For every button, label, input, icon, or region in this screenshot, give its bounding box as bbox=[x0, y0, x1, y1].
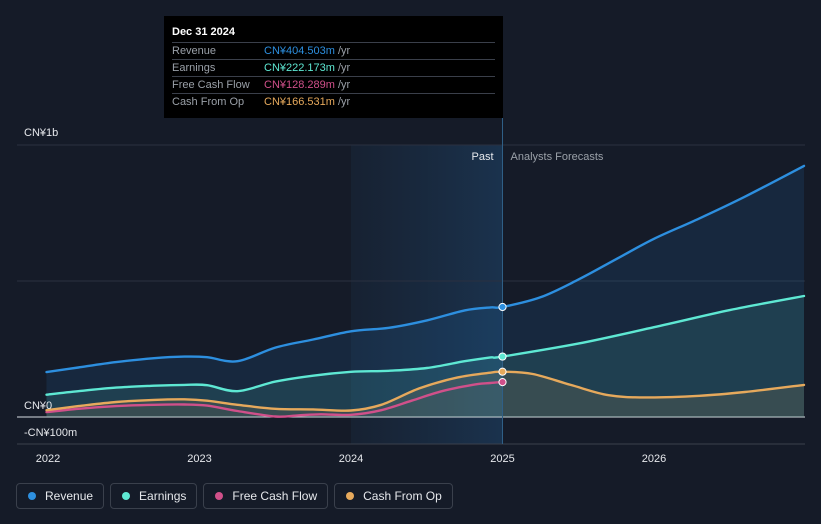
line-earnings bbox=[45, 294, 806, 396]
tooltip-unit: /yr bbox=[337, 96, 351, 108]
y-label-top: CN¥1b bbox=[24, 127, 58, 139]
tooltip-name: Cash From Op bbox=[172, 96, 245, 108]
marker-free-cash-flow[interactable] bbox=[498, 378, 507, 387]
legend-dot-icon bbox=[122, 492, 131, 500]
legend: Revenue Earnings Free Cash Flow Cash Fro… bbox=[16, 483, 453, 509]
legend-label: Revenue bbox=[45, 489, 94, 503]
legend-item-revenue[interactable]: Revenue bbox=[16, 483, 105, 509]
legend-item-earnings[interactable]: Earnings bbox=[110, 483, 198, 509]
area-revenue bbox=[46, 165, 804, 417]
tooltip-unit: /yr bbox=[337, 79, 351, 91]
line-free-cash-flow bbox=[45, 380, 504, 418]
tooltip: Dec 31 2024 Revenue CN¥404.503m /yr Earn… bbox=[164, 16, 503, 118]
y-label-bottom: -CN¥100m bbox=[24, 427, 77, 439]
y-label-zero: CN¥0 bbox=[24, 400, 52, 412]
marker-cash-from-op[interactable] bbox=[498, 367, 507, 376]
tooltip-row-revenue: Revenue CN¥404.503m /yr bbox=[172, 42, 495, 59]
tooltip-value: CN¥404.503m bbox=[264, 45, 335, 57]
legend-item-cash-from-op[interactable]: Cash From Op bbox=[334, 483, 453, 509]
tooltip-name: Revenue bbox=[172, 45, 217, 57]
forecast-label: Analysts Forecasts bbox=[511, 151, 604, 163]
line-cash-from-op bbox=[45, 370, 806, 412]
x-tick-label: 2024 bbox=[339, 453, 363, 465]
tooltip-name: Free Cash Flow bbox=[172, 79, 250, 91]
tooltip-value: CN¥166.531m bbox=[264, 96, 335, 108]
x-tick-label: 2023 bbox=[187, 453, 211, 465]
legend-dot-icon bbox=[346, 492, 355, 500]
past-region-shade bbox=[351, 145, 503, 444]
tooltip-value: CN¥222.173m bbox=[264, 62, 335, 74]
past-label: Past bbox=[471, 151, 493, 163]
tooltip-row-earnings: Earnings CN¥222.173m /yr bbox=[172, 59, 495, 76]
legend-dot-icon bbox=[215, 492, 224, 500]
x-tick-label: 2022 bbox=[36, 453, 60, 465]
line-revenue bbox=[45, 164, 806, 374]
tooltip-row-free-cash-flow: Free Cash Flow CN¥128.289m /yr bbox=[172, 76, 495, 93]
area-earnings bbox=[46, 296, 804, 417]
x-tick-label: 2025 bbox=[490, 453, 514, 465]
tooltip-date: Dec 31 2024 bbox=[172, 26, 235, 38]
legend-dot-icon bbox=[28, 492, 36, 500]
legend-item-free-cash-flow[interactable]: Free Cash Flow bbox=[203, 483, 329, 509]
tooltip-row-cash-from-op: Cash From Op CN¥166.531m /yr bbox=[172, 93, 495, 110]
tooltip-unit: /yr bbox=[337, 45, 351, 57]
legend-label: Cash From Op bbox=[363, 489, 442, 503]
tooltip-unit: /yr bbox=[337, 62, 351, 74]
marker-earnings[interactable] bbox=[498, 352, 507, 361]
tooltip-value: CN¥128.289m bbox=[264, 79, 335, 91]
tooltip-name: Earnings bbox=[172, 62, 216, 74]
legend-label: Earnings bbox=[139, 489, 187, 503]
x-tick-label: 2026 bbox=[642, 453, 666, 465]
marker-revenue[interactable] bbox=[498, 302, 507, 312]
legend-label: Free Cash Flow bbox=[232, 489, 318, 503]
